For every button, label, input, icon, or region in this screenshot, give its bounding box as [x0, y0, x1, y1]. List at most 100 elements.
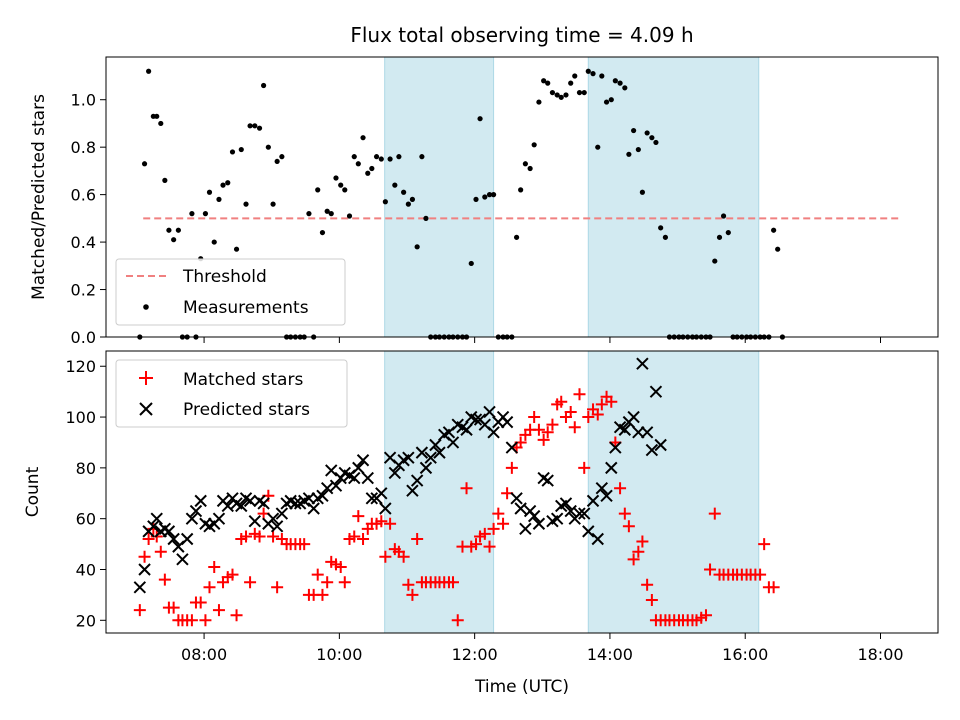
measurement-point: [306, 211, 312, 217]
bottom-xtick-label: 12:00: [452, 645, 498, 664]
measurement-point: [608, 97, 614, 103]
matched-star-marker: [212, 604, 225, 617]
predicted-star-marker: [582, 525, 595, 538]
predicted-star-marker: [469, 413, 483, 426]
top-ytick-label: 0.2: [71, 281, 96, 300]
matched-star-marker: [338, 576, 351, 589]
predicted-star-marker: [402, 451, 415, 464]
predicted-star-marker: [375, 487, 388, 500]
predicted-star-marker: [415, 446, 429, 459]
top-ytick-label: 0.0: [71, 328, 96, 347]
predicted-star-marker: [500, 415, 514, 429]
predicted-star-marker: [578, 507, 591, 520]
measurement-point: [338, 182, 344, 188]
matched-star-marker: [555, 395, 568, 408]
matched-star-marker: [537, 433, 550, 446]
measurement-point: [373, 154, 380, 160]
predicted-star-marker: [167, 532, 180, 546]
measurement-point: [392, 182, 398, 188]
bottom-ytick-label: 60: [76, 510, 96, 529]
measurement-point: [482, 194, 488, 200]
predicted-star-marker: [352, 461, 365, 475]
predicted-star-marker: [483, 405, 496, 419]
legend-measurement-label: Measurements: [183, 298, 309, 318]
predicted-star-marker: [609, 441, 622, 454]
bottom-xtick-label: 16:00: [722, 645, 768, 664]
matched-star-marker: [375, 515, 388, 528]
top-legend-box: [115, 258, 346, 326]
predicted-star-marker: [138, 563, 151, 576]
matched-star-marker: [699, 609, 712, 622]
measurement-point: [387, 156, 393, 162]
predicted-star-marker: [235, 499, 248, 513]
predicted-star-marker: [564, 504, 577, 518]
predicted-star-marker: [185, 512, 199, 525]
matched-star-marker: [348, 530, 361, 543]
predicted-star-marker: [586, 494, 600, 508]
measurement-point: [617, 80, 623, 86]
measurement-point: [405, 201, 411, 207]
predicted-star-marker: [147, 520, 160, 533]
predicted-star-marker: [433, 446, 446, 459]
top-ylabel: Matched/Predicted stars: [29, 94, 49, 300]
matched-star-marker: [230, 609, 243, 622]
measurement-point: [581, 89, 587, 96]
measurement-point: [369, 165, 375, 172]
bottom-ytick-label: 100: [65, 408, 96, 427]
measurement-point: [712, 258, 718, 264]
predicted-star-marker: [424, 451, 437, 464]
predicted-star-marker: [275, 507, 289, 520]
matched-star-marker: [316, 588, 329, 601]
measurement-point: [324, 208, 330, 214]
bottom-points: [133, 357, 780, 627]
matched-star-marker: [133, 604, 146, 617]
matched-star-marker: [632, 545, 645, 558]
measurement-point: [365, 170, 371, 176]
top-ytick-label: 0.8: [71, 138, 96, 157]
measurement-point: [554, 92, 560, 98]
top-ytick-label: 0.6: [71, 186, 96, 205]
matched-star-marker: [708, 507, 721, 520]
predicted-star-marker: [532, 517, 546, 530]
observing-band-2: [587, 350, 760, 634]
measurement-point: [202, 211, 209, 217]
top-ytick-label: 1.0: [71, 91, 96, 110]
matched-star-marker: [541, 426, 554, 439]
measurement-point: [265, 144, 271, 150]
measurement-point: [563, 92, 569, 98]
matched-star-marker: [334, 560, 347, 573]
predicted-star-marker: [654, 438, 667, 452]
predicted-star-marker: [550, 512, 564, 525]
bottom-xtick-label: 14:00: [587, 645, 633, 664]
predicted-star-marker: [460, 423, 473, 436]
measurement-point: [211, 239, 217, 245]
measurement-point: [590, 71, 596, 77]
measurement-point: [477, 116, 483, 122]
bottom-xtick-label: 18:00: [857, 645, 903, 664]
measurement-point: [401, 189, 407, 195]
predicted-star-marker: [605, 461, 618, 475]
measurement-point: [382, 199, 388, 205]
matched-star-marker: [402, 578, 415, 591]
matched-star-marker: [492, 507, 505, 520]
measurement-point: [531, 142, 537, 148]
bottom-xticks: 08:00 10:00 12:00 14:00 16:00 18:00: [181, 633, 904, 664]
measurement-point: [225, 180, 231, 186]
matched-star-marker: [758, 538, 771, 551]
matched-star-marker: [578, 461, 591, 474]
matched-star-marker: [379, 550, 392, 563]
legend-measurement-swatch: [143, 304, 149, 310]
measurement-point: [409, 196, 416, 202]
predicted-star-marker: [541, 474, 554, 487]
measurement-point: [378, 156, 384, 162]
predicted-star-marker: [266, 512, 280, 525]
measurement-point: [572, 73, 578, 79]
predicted-star-marker: [645, 443, 659, 457]
observing-band-1: [384, 56, 495, 338]
bottom-bands: [384, 350, 760, 634]
predicted-star-marker: [356, 454, 370, 467]
measurement-point: [256, 125, 263, 131]
measurement-point: [171, 237, 177, 243]
predicted-star-marker: [150, 512, 163, 525]
